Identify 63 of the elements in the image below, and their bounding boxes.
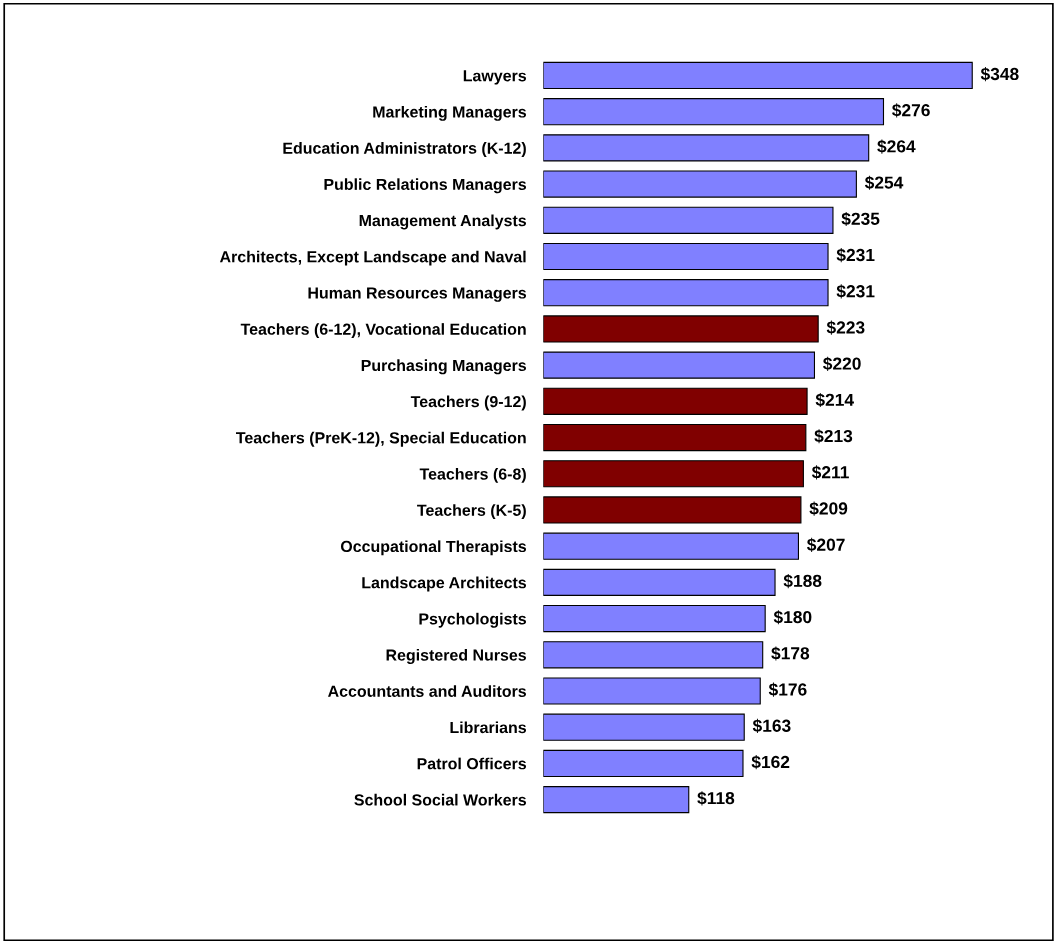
y-tick-label: Teachers (9-12) (410, 395, 526, 411)
bar (543, 749, 744, 778)
bar (543, 460, 804, 488)
y-tick-label: Patrol Officers (417, 757, 527, 770)
y-tick-label: Teachers (6-12), Vocational Education (240, 323, 526, 339)
bar (543, 242, 829, 271)
data-label: $176 (768, 682, 807, 697)
bar (543, 61, 973, 90)
bar (543, 351, 816, 379)
y-tick-label: Accountants and Auditors (328, 685, 527, 697)
data-label: $254 (864, 175, 904, 190)
bar (543, 170, 857, 198)
y-tick-label: Education Administrators (K-12) (283, 142, 526, 157)
y-tick-label: Librarians (450, 721, 527, 734)
bar (543, 568, 776, 596)
data-label: $209 (809, 501, 848, 516)
data-label: $178 (771, 646, 810, 661)
y-tick-label: Teachers (PreK-12), Special Education (236, 431, 526, 447)
y-tick-label: Public Relations Managers (324, 178, 527, 194)
y-tick-label: Psychologists (419, 612, 527, 628)
data-label: $276 (892, 103, 930, 118)
data-label: $231 (836, 284, 875, 299)
data-label: $235 (841, 211, 880, 227)
data-label: $264 (877, 139, 916, 154)
y-tick-label: Lawyers (463, 70, 527, 85)
y-tick-label: Teachers (K-5) (417, 504, 526, 520)
data-label: $118 (697, 791, 735, 806)
bar (543, 713, 745, 741)
data-label: $180 (773, 610, 812, 625)
data-label: $223 (826, 320, 865, 335)
bar (543, 423, 807, 452)
bar (543, 786, 690, 814)
y-tick-label: Management Analysts (359, 214, 527, 230)
y-tick-label: Marketing Managers (373, 105, 527, 121)
y-tick-label: Teachers (6-8) (419, 467, 526, 483)
bar (543, 206, 834, 234)
bar (543, 641, 764, 669)
bar (543, 134, 870, 162)
bar (543, 496, 802, 524)
data-label: $220 (823, 356, 861, 371)
bar (543, 387, 808, 415)
y-tick-label: Purchasing Managers (361, 359, 527, 375)
y-tick-label: Occupational Therapists (340, 540, 527, 556)
y-tick-label: Landscape Architects (362, 576, 527, 592)
bar (543, 532, 800, 560)
data-label: $211 (811, 465, 849, 480)
bar (543, 279, 829, 307)
bar (543, 604, 766, 633)
y-tick-label: School Social Workers (354, 793, 527, 806)
y-tick-label: Registered Nurses (386, 649, 527, 664)
data-label: $207 (807, 537, 845, 552)
bar (543, 315, 819, 343)
data-label: $348 (980, 67, 1019, 82)
data-label: $162 (751, 755, 790, 770)
bar (543, 677, 761, 705)
bar (543, 98, 885, 126)
data-label: $214 (815, 392, 854, 408)
data-label: $231 (836, 248, 875, 263)
y-tick-label: Architects, Except Landscape and Naval (219, 250, 526, 266)
data-label: $213 (814, 429, 853, 444)
data-label: $188 (783, 573, 822, 589)
y-tick-label: Human Resources Managers (308, 287, 527, 302)
data-label: $163 (752, 718, 791, 733)
